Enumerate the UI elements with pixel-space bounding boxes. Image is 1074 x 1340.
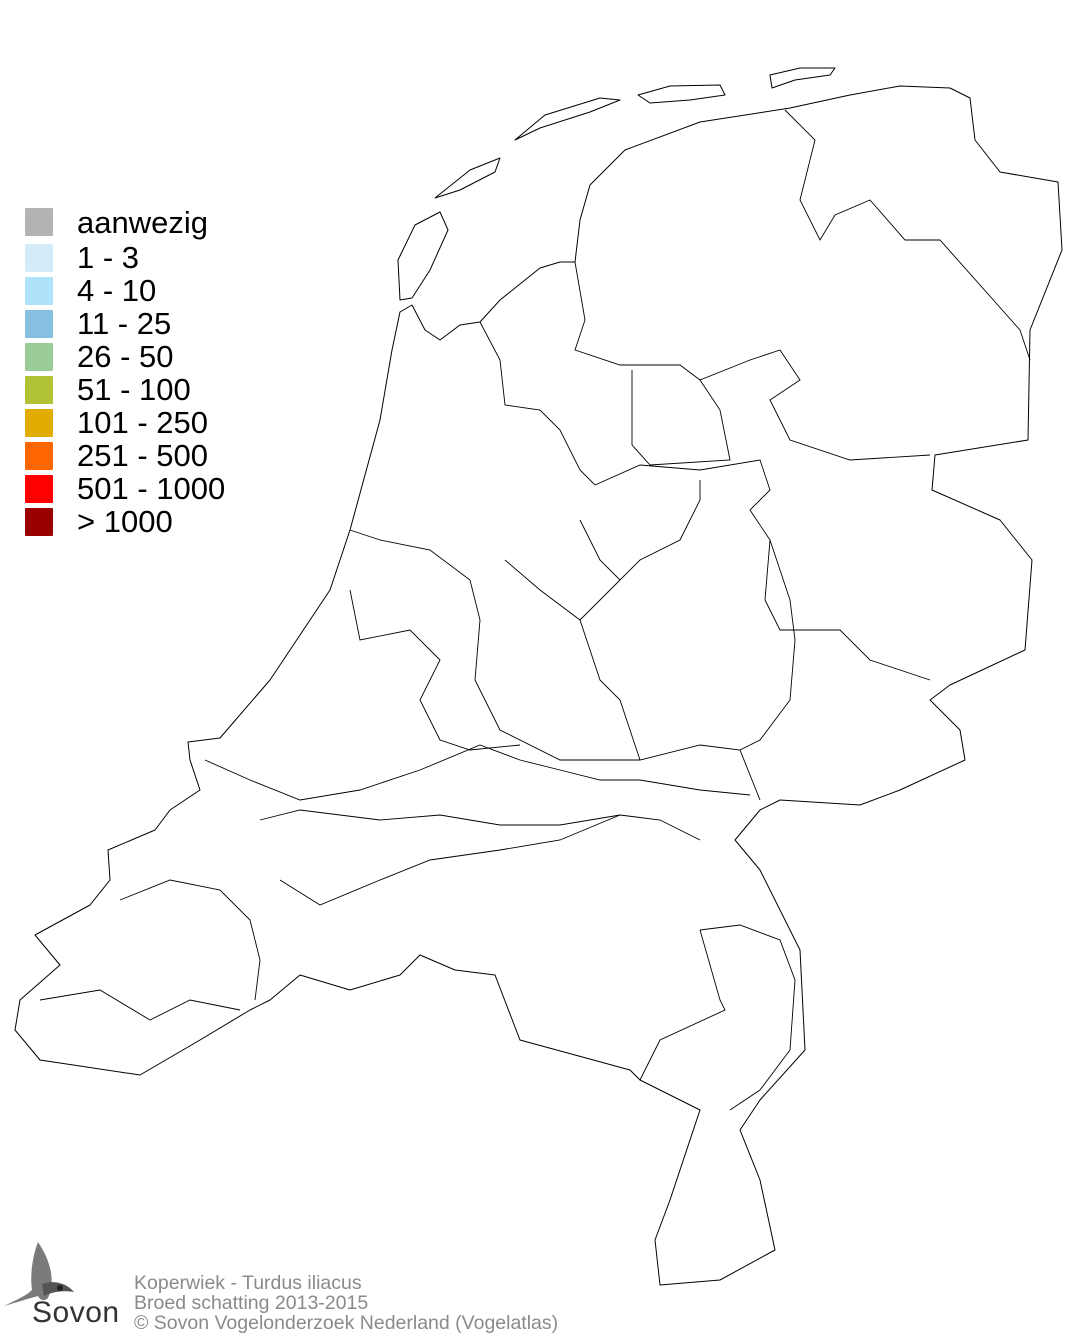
legend-label: 251 - 500 bbox=[77, 438, 208, 473]
island-terschelling bbox=[514, 97, 621, 141]
island-texel bbox=[397, 211, 449, 301]
river bbox=[204, 744, 751, 801]
province-border bbox=[479, 321, 931, 681]
legend-item: 11 - 25 bbox=[25, 307, 225, 340]
legend-item: 26 - 50 bbox=[25, 340, 225, 373]
copyright: © Sovon Vogelonderzoek Nederland (Vogela… bbox=[134, 1312, 559, 1334]
legend-label: 1 - 3 bbox=[77, 240, 140, 275]
legend-label: > 1000 bbox=[77, 504, 173, 539]
province-border bbox=[349, 529, 761, 801]
legend-swatch bbox=[25, 208, 53, 236]
province-border bbox=[349, 589, 521, 751]
species-name: Koperwiek - Turdus iliacus bbox=[134, 1272, 362, 1294]
legend-label: 11 - 25 bbox=[77, 306, 172, 341]
legend-swatch bbox=[25, 309, 53, 338]
legend-label: 4 - 10 bbox=[77, 273, 157, 308]
province-border bbox=[39, 989, 241, 1021]
legend-swatch bbox=[25, 342, 53, 371]
legend-label: 51 - 100 bbox=[77, 372, 191, 407]
province-border bbox=[279, 814, 621, 906]
island-vlieland bbox=[434, 157, 501, 199]
legend-item: 1 - 3 bbox=[25, 241, 225, 274]
province-border bbox=[739, 539, 796, 751]
province-border bbox=[579, 480, 701, 581]
legend-item: 251 - 500 bbox=[25, 439, 225, 472]
island-ameland bbox=[637, 84, 726, 104]
legend-swatch bbox=[25, 441, 53, 470]
legend-item: 51 - 100 bbox=[25, 373, 225, 406]
legend-item: 101 - 250 bbox=[25, 406, 225, 439]
legend-swatch bbox=[25, 375, 53, 404]
province-border bbox=[631, 370, 731, 466]
mainland-outline bbox=[14, 85, 1063, 1286]
island-schiermonnikoog bbox=[769, 67, 836, 89]
legend-label: aanwezig bbox=[77, 204, 208, 240]
province-border bbox=[119, 879, 261, 1001]
legend-label: 501 - 1000 bbox=[77, 471, 226, 506]
province-border bbox=[574, 261, 931, 461]
legend-swatch bbox=[25, 276, 53, 305]
map-caption: Koperwiek - Turdus iliacus Broed schatti… bbox=[134, 1273, 558, 1333]
province-border bbox=[639, 929, 726, 1081]
legend-item: aanwezig bbox=[25, 203, 225, 241]
legend-item: 501 - 1000 bbox=[25, 472, 225, 505]
legend-swatch bbox=[25, 474, 53, 503]
swallow-icon bbox=[4, 1242, 74, 1306]
sovon-logo-text: Sovon bbox=[32, 1296, 120, 1329]
legend-swatch bbox=[25, 243, 53, 272]
legend-item: > 1000 bbox=[25, 505, 225, 538]
legend-label: 26 - 50 bbox=[77, 339, 174, 374]
legend-item: 4 - 10 bbox=[25, 274, 225, 307]
estimate-period: Broed schatting 2013-2015 bbox=[134, 1292, 369, 1314]
legend-label: 101 - 250 bbox=[77, 405, 208, 440]
river bbox=[259, 809, 701, 841]
legend-swatch bbox=[25, 408, 53, 437]
province-border bbox=[579, 619, 641, 761]
province-border bbox=[784, 109, 1031, 361]
legend-swatch bbox=[25, 507, 53, 536]
province-border bbox=[699, 924, 796, 1111]
